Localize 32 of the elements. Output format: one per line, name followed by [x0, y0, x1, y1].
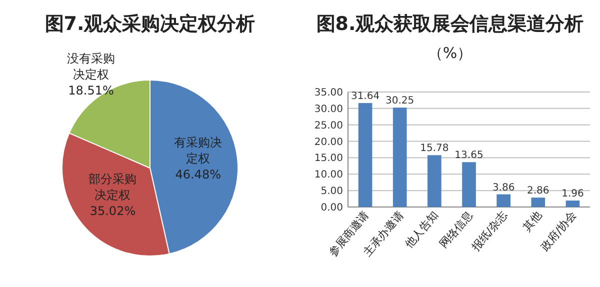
data-label: 35.02%: [90, 204, 136, 218]
slice-label: 有采购决定权: [174, 136, 222, 166]
bar: [392, 108, 407, 207]
chart-subtitle: （%）: [428, 44, 472, 62]
x-tick-label: 其他: [520, 208, 544, 234]
y-tick-label: 20.00: [314, 136, 343, 148]
data-label: 1.96: [562, 188, 584, 200]
chart-title: 图7.观众采购决定权分析: [44, 13, 256, 35]
bar: [462, 162, 476, 207]
data-label: 18.51%: [68, 83, 114, 98]
y-tick-label: 0.00: [320, 202, 343, 214]
y-tick-label: 25.00: [314, 120, 343, 132]
y-tick-label: 15.00: [314, 153, 343, 164]
bar: [496, 194, 510, 207]
y-tick-label: 5.00: [320, 186, 343, 198]
bar: [428, 155, 442, 207]
data-label: 15.78: [420, 143, 449, 154]
bar: [531, 198, 546, 207]
y-tick-label: 10.00: [314, 170, 343, 181]
data-label: 2.86: [527, 186, 550, 197]
slice-label: 没有采购决定权: [67, 51, 116, 82]
bar: [358, 103, 372, 207]
data-label: 30.25: [386, 96, 414, 107]
slice-label: 部分采购决定权: [88, 172, 137, 202]
data-label: 3.86: [492, 182, 515, 194]
chart-title: 图8.观众获取展会信息渠道分析: [316, 13, 584, 35]
bar: [566, 200, 580, 207]
data-label: 31.64: [350, 91, 380, 102]
data-label: 13.65: [454, 150, 484, 162]
y-tick-label: 30.00: [314, 104, 343, 115]
y-tick-label: 35.00: [314, 88, 343, 98]
data-label: 46.48%: [175, 168, 221, 182]
